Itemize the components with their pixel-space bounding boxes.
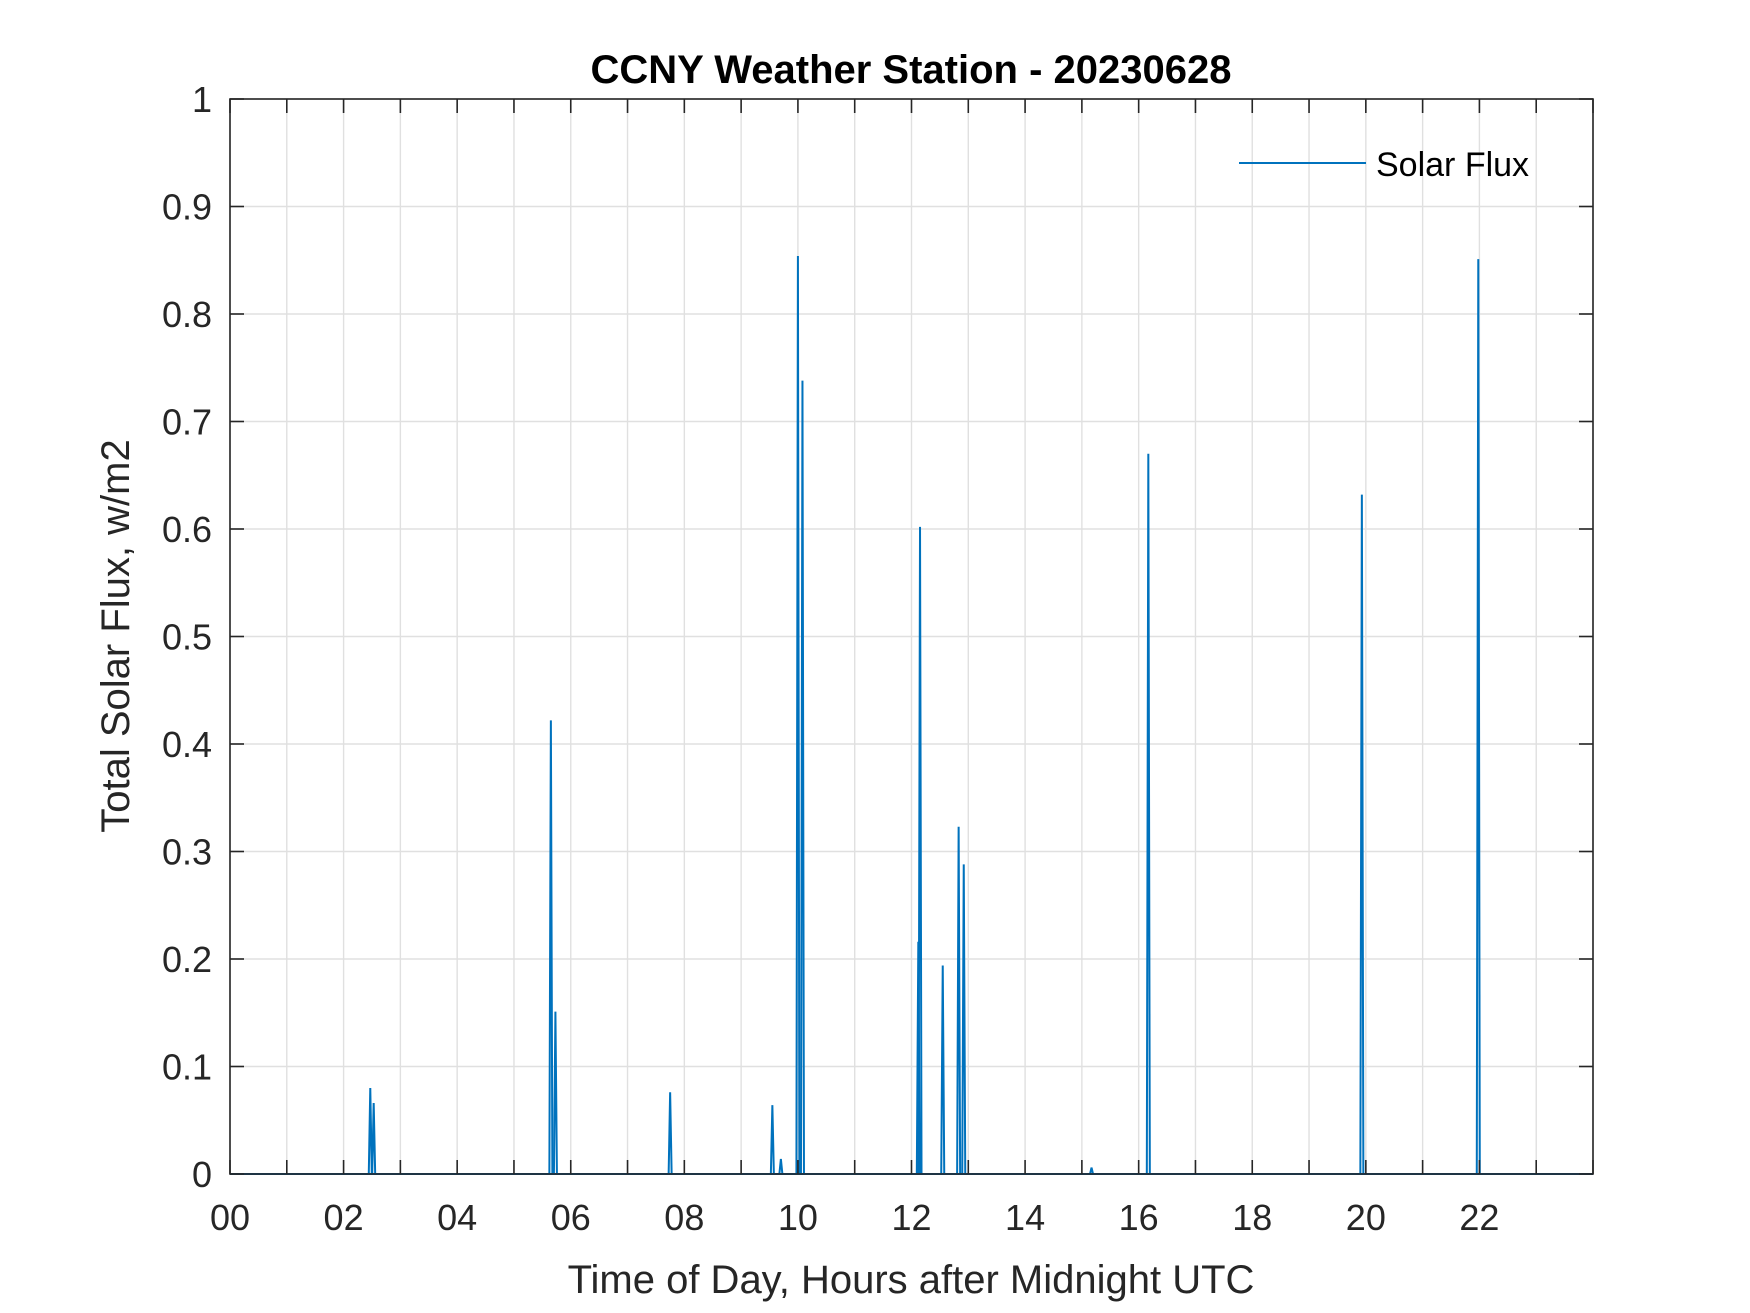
y-tick-label: 1 — [192, 79, 212, 120]
x-tick-label: 16 — [1119, 1197, 1159, 1238]
x-tick-label: 22 — [1459, 1197, 1499, 1238]
x-tick-label: 08 — [664, 1197, 704, 1238]
x-tick-label: 02 — [324, 1197, 364, 1238]
x-axis-label: Time of Day, Hours after Midnight UTC — [568, 1258, 1255, 1302]
x-tick-label: 12 — [891, 1197, 931, 1238]
y-tick-label: 0.9 — [162, 187, 212, 228]
y-tick-label: 0.3 — [162, 832, 212, 873]
solar-flux-spike — [799, 380, 805, 1175]
axes-box — [229, 98, 1594, 1175]
solar-flux-spike — [367, 1087, 373, 1175]
x-tick-labels: 00 02 04 06 08 10 12 14 16 18 20 22 — [210, 1197, 1499, 1238]
x-tick-label: 04 — [437, 1197, 477, 1238]
solar-flux-spike — [1475, 259, 1481, 1175]
x-tick-label: 14 — [1005, 1197, 1045, 1238]
x-tick-label: 06 — [551, 1197, 591, 1238]
solar-flux-spike — [1145, 453, 1151, 1175]
solar-flux-spike — [956, 826, 962, 1175]
y-tick-label: 0 — [192, 1154, 212, 1195]
solar-flux-spike — [667, 1092, 673, 1175]
y-tick-label: 0.6 — [162, 509, 212, 550]
solar-flux-spike — [961, 864, 967, 1175]
y-axis-label: Total Solar Flux, w/m2 — [94, 439, 138, 832]
y-tick-label: 0.2 — [162, 939, 212, 980]
solar-flux-spike — [778, 1158, 784, 1175]
solar-flux-spike — [940, 965, 946, 1175]
legend: Solar Flux — [1239, 146, 1529, 184]
solar-flux-spike — [552, 1011, 558, 1175]
legend-label-solar-flux: Solar Flux — [1376, 146, 1529, 184]
x-tick-label: 00 — [210, 1197, 250, 1238]
x-tick-label: 20 — [1346, 1197, 1386, 1238]
solar-flux-spike — [1359, 494, 1365, 1175]
solar-flux-spike — [371, 1103, 377, 1175]
x-tick-label: 10 — [778, 1197, 818, 1238]
solar-flux-spike — [769, 1105, 775, 1175]
solar-flux-spike — [795, 255, 801, 1175]
y-tick-label: 0.8 — [162, 294, 212, 335]
solar-flux-spike — [548, 720, 554, 1175]
y-tick-labels: 0 0.1 0.2 0.3 0.4 0.5 0.6 0.7 0.8 0.9 1 — [162, 79, 212, 1195]
y-tick-label: 0.4 — [162, 724, 212, 765]
y-tick-label: 0.7 — [162, 402, 212, 443]
solar-flux-spike — [917, 526, 923, 1175]
x-tick-label: 18 — [1232, 1197, 1272, 1238]
y-tick-label: 0.1 — [162, 1047, 212, 1088]
solar-flux-spike — [1089, 1167, 1095, 1175]
grid-lines — [229, 98, 1594, 1175]
y-tick-label: 0.5 — [162, 617, 212, 658]
chart-title: CCNY Weather Station - 20230628 — [591, 48, 1232, 92]
